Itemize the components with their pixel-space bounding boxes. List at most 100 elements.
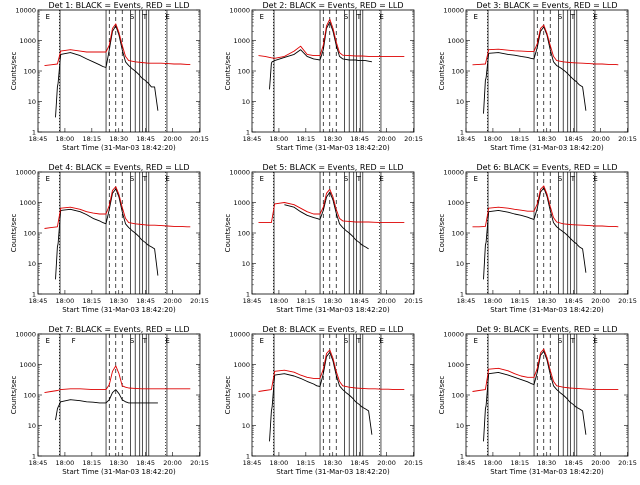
x-tick-label: 20:15 (618, 135, 637, 143)
panel-letter: E (260, 337, 264, 345)
x-tick-label: 20:15 (404, 297, 423, 305)
x-tick-label: 20:00 (591, 297, 610, 305)
x-tick-label: 18:00 (484, 459, 503, 467)
panel-det-6: Det 6: BLACK = Events, RED = LLD E S T E 1 10 1… (438, 163, 637, 314)
panel-letter: E (474, 337, 478, 345)
x-tick-label: 18:45 (29, 135, 48, 143)
y-tick-label: 1 (32, 129, 36, 137)
panel-letter: S (130, 175, 135, 183)
x-tick-label: 18:00 (484, 297, 503, 305)
y-tick-label: 1000 (19, 361, 36, 369)
panel-title: Det 7: BLACK = Events, RED = LLD (49, 325, 190, 334)
panel-title: Det 3: BLACK = Events, RED = LLD (477, 1, 618, 10)
y-tick-label: 10 (28, 422, 36, 430)
x-axis-label: Start Time (31-Mar-03 18:42:20) (62, 306, 176, 314)
x-tick-label: 20:15 (190, 459, 209, 467)
y-tick-label: 10000 (443, 169, 464, 177)
panel-title: Det 4: BLACK = Events, RED = LLD (49, 163, 190, 172)
events-series-line (284, 191, 369, 250)
x-tick-label: 18:00 (56, 297, 75, 305)
lld-series-line (472, 348, 619, 392)
y-tick-label: 100 (452, 68, 464, 76)
panel-det-3: Det 3: BLACK = Events, RED = LLD E S T E 1 10 1… (438, 1, 637, 152)
x-tick-label: 20:15 (618, 459, 637, 467)
panel-letter: T (570, 175, 576, 183)
x-tick-label: 18:30 (109, 459, 128, 467)
panel-letter: E (46, 175, 50, 183)
plot-frame (465, 171, 629, 295)
y-tick-label: 1 (460, 453, 464, 461)
y-tick-label: 1000 (233, 361, 250, 369)
y-axis-label: Counts/sec (224, 52, 232, 91)
x-tick-label: 18:00 (56, 459, 75, 467)
x-tick-label: 20:15 (404, 459, 423, 467)
panel-letter: T (356, 175, 362, 183)
y-tick-label: 1 (32, 291, 36, 299)
panel-letter: F (72, 337, 76, 345)
y-axis-label: Counts/sec (10, 376, 18, 415)
y-tick-label: 10000 (15, 7, 36, 15)
panel-letter: E (260, 175, 264, 183)
y-tick-label: 10 (242, 422, 250, 430)
y-tick-label: 100 (238, 68, 250, 76)
y-tick-label: 10000 (229, 331, 250, 339)
panel-letter: S (344, 13, 349, 21)
x-tick-label: 20:00 (591, 459, 610, 467)
x-tick-label: 18:00 (270, 459, 289, 467)
plot-frame (465, 9, 629, 133)
x-tick-label: 18:30 (537, 135, 556, 143)
panel-letter: T (142, 13, 148, 21)
x-tick-label: 20:15 (404, 135, 423, 143)
lld-series-line (472, 185, 619, 228)
panel-letter: T (570, 13, 576, 21)
x-axis-label: Start Time (31-Mar-03 18:42:20) (490, 144, 604, 152)
panel-letter: E (379, 337, 383, 345)
panel-letter: T (142, 175, 148, 183)
x-tick-label: 18:00 (484, 135, 503, 143)
events-series-line (269, 21, 372, 90)
y-tick-label: 10 (456, 98, 464, 106)
y-axis-label: Counts/sec (10, 52, 18, 91)
y-axis-label: Counts/sec (438, 52, 446, 91)
x-axis-label: Start Time (31-Mar-03 18:42:20) (490, 306, 604, 314)
y-tick-label: 100 (452, 392, 464, 400)
x-tick-label: 18:45 (564, 459, 583, 467)
y-tick-label: 1 (246, 291, 250, 299)
lld-series-line (44, 186, 191, 229)
events-series-line (55, 188, 159, 280)
plot-frame (37, 9, 201, 133)
y-tick-label: 1000 (233, 37, 250, 45)
y-tick-label: 1000 (19, 37, 36, 45)
x-tick-label: 18:15 (510, 135, 529, 143)
y-tick-label: 10 (242, 260, 250, 268)
panel-letter: E (165, 175, 169, 183)
y-tick-label: 100 (238, 392, 250, 400)
plot-frame (251, 171, 415, 295)
y-axis-label: Counts/sec (224, 214, 232, 253)
y-tick-label: 10 (28, 260, 36, 268)
x-tick-label: 20:00 (377, 297, 396, 305)
panel-letter: S (130, 337, 135, 345)
x-tick-label: 20:00 (377, 135, 396, 143)
x-tick-label: 18:45 (243, 297, 262, 305)
panel-letter: E (474, 13, 478, 21)
x-tick-label: 18:15 (296, 135, 315, 143)
x-tick-label: 18:30 (323, 297, 342, 305)
panel-letter: E (165, 337, 169, 345)
panel-letter: S (130, 13, 135, 21)
y-axis-label: Counts/sec (224, 376, 232, 415)
panel-letter: E (165, 13, 169, 21)
panel-letter: E (593, 175, 597, 183)
y-tick-label: 10000 (229, 169, 250, 177)
x-tick-label: 18:15 (510, 297, 529, 305)
events-series-line (269, 351, 373, 442)
y-tick-label: 1 (460, 129, 464, 137)
panel-det-8: Det 8: BLACK = Events, RED = LLD E S T E 1 10 1… (224, 325, 423, 476)
panel-letter: S (344, 337, 349, 345)
x-tick-label: 18:45 (457, 135, 476, 143)
y-tick-label: 1000 (447, 199, 464, 207)
y-axis-label: Counts/sec (438, 376, 446, 415)
panel-title: Det 2: BLACK = Events, RED = LLD (263, 1, 404, 10)
lld-series-line (258, 349, 405, 392)
y-tick-label: 1 (460, 291, 464, 299)
